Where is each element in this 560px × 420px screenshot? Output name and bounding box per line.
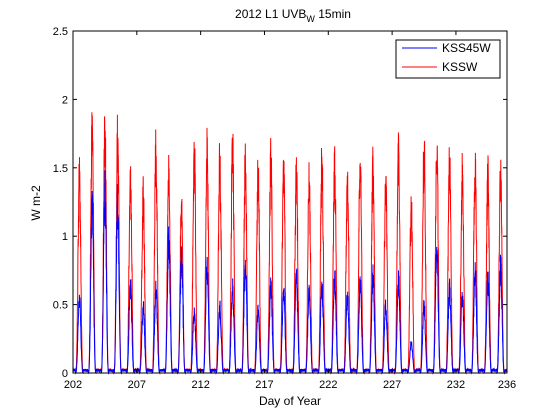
y-tick-label-2: 1 xyxy=(62,231,68,243)
y-tick-label-0: 0 xyxy=(62,368,68,380)
x-tick-label-236: 236 xyxy=(498,379,516,391)
x-axis-label: Day of Year xyxy=(259,394,321,408)
y-tick-label-3: 1.5 xyxy=(53,163,68,175)
x-tick-label-232: 232 xyxy=(447,379,465,391)
x-tick-label-202: 202 xyxy=(64,379,82,391)
series-line-kssw xyxy=(72,112,508,375)
x-tick-label-212: 212 xyxy=(191,379,209,391)
legend: KSS45W KSSW xyxy=(395,39,501,79)
x-tick-label-222: 222 xyxy=(319,379,337,391)
y-tick-label-1: 0.5 xyxy=(53,300,68,312)
x-tick-label-227: 227 xyxy=(383,379,401,391)
chart-title-subscript: W xyxy=(306,14,315,24)
y-axis-label: W m-2 xyxy=(29,185,43,221)
legend-label-kss45w: KSS45W xyxy=(442,41,491,55)
y-tick-label-5: 2.5 xyxy=(53,26,68,38)
series-group xyxy=(72,112,508,375)
y-tick-label-4: 2 xyxy=(62,94,68,106)
chart-title-suffix: 15min xyxy=(315,7,351,21)
series-line-kss45w xyxy=(72,170,508,375)
legend-label-kssw: KSSW xyxy=(442,60,478,74)
chart-title-main: 2012 L1 UVB xyxy=(235,7,306,21)
plot-area xyxy=(72,30,508,374)
chart-title: 2012 L1 UVBW 15min xyxy=(235,7,351,24)
x-tick-label-207: 207 xyxy=(128,379,146,391)
x-tick-label-217: 217 xyxy=(255,379,273,391)
legend-box xyxy=(395,39,501,79)
axis-ticks: 202 207 212 217 222 227 232 236 0 0.5 1 1.5 2 2.5 xyxy=(53,26,516,391)
